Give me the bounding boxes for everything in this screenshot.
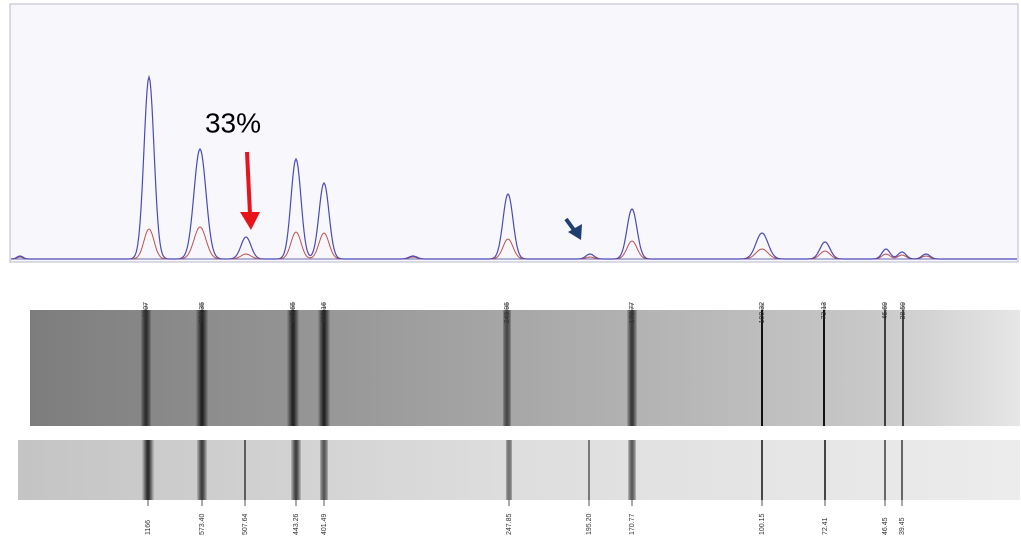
lower-band	[630, 440, 634, 500]
upper-band	[199, 310, 205, 426]
upper-lane-label: 249.95	[504, 302, 511, 324]
annotation: 33%	[205, 107, 261, 138]
upper-lane-label: 170.77	[629, 302, 636, 324]
blue-arrow-head	[568, 224, 582, 240]
lower-lane-label: 1166	[145, 520, 152, 535]
lower-band	[199, 440, 205, 500]
lower-band	[507, 440, 511, 500]
lower-lane-label: 573.40	[199, 513, 206, 535]
lower-band	[588, 440, 590, 500]
upper-lane-label: 73.13	[821, 302, 828, 320]
blue-arrow	[564, 217, 576, 232]
lower-band	[145, 440, 151, 500]
upper-band	[823, 310, 825, 426]
lower-band	[761, 440, 763, 500]
upper-band	[505, 310, 509, 426]
upper-lane-label: 445.65	[290, 302, 297, 324]
upper-lane-label: 1307	[143, 302, 150, 318]
upper-band	[629, 310, 635, 426]
lane-labels: 1307 574.35 445.65 400.16 249.95 170.77 100.32…	[143, 302, 907, 535]
blue-trace	[10, 74, 1017, 260]
lower-lane-label: 39.45	[899, 517, 906, 535]
lower-band	[901, 440, 903, 500]
lower-lane-label: 195.20	[586, 513, 593, 535]
trace-panel	[9, 3, 1019, 263]
upper-band	[143, 310, 149, 426]
lower-lane-label: 443.26	[293, 513, 300, 535]
upper-band	[902, 310, 904, 426]
lower-lane-label: 507.64	[242, 513, 249, 535]
lower-lane-label: 100.15	[759, 513, 766, 535]
lower-lane-label: 72.41	[822, 517, 829, 535]
lower-band	[244, 440, 246, 500]
upper-band	[321, 310, 327, 426]
upper-band	[884, 310, 886, 426]
lower-lane-label: 247.85	[506, 513, 513, 535]
upper-lane-label: 38.59	[900, 302, 907, 320]
upper-band	[290, 310, 296, 426]
upper-lane-label: 400.16	[321, 302, 328, 324]
upper-lane-label: 100.32	[759, 302, 766, 324]
lower-band	[884, 440, 886, 500]
bands	[143, 310, 904, 500]
upper-band	[761, 310, 763, 426]
lower-lane-label: 401.49	[321, 513, 328, 535]
lower-band	[322, 440, 326, 500]
upper-lane-label: 46.69	[882, 302, 889, 320]
traces	[10, 74, 1017, 260]
lower-band	[293, 440, 299, 500]
red-arrow-head	[240, 212, 260, 230]
upper-lane-label: 574.35	[199, 302, 206, 324]
lower-band	[824, 440, 826, 500]
upper-gel-lane	[30, 310, 1020, 426]
lower-lane-label: 170.77	[629, 513, 636, 535]
lower-gel-lane	[18, 440, 1020, 500]
lower-lane-label: 46.45	[882, 517, 889, 535]
red-arrow	[245, 151, 252, 215]
